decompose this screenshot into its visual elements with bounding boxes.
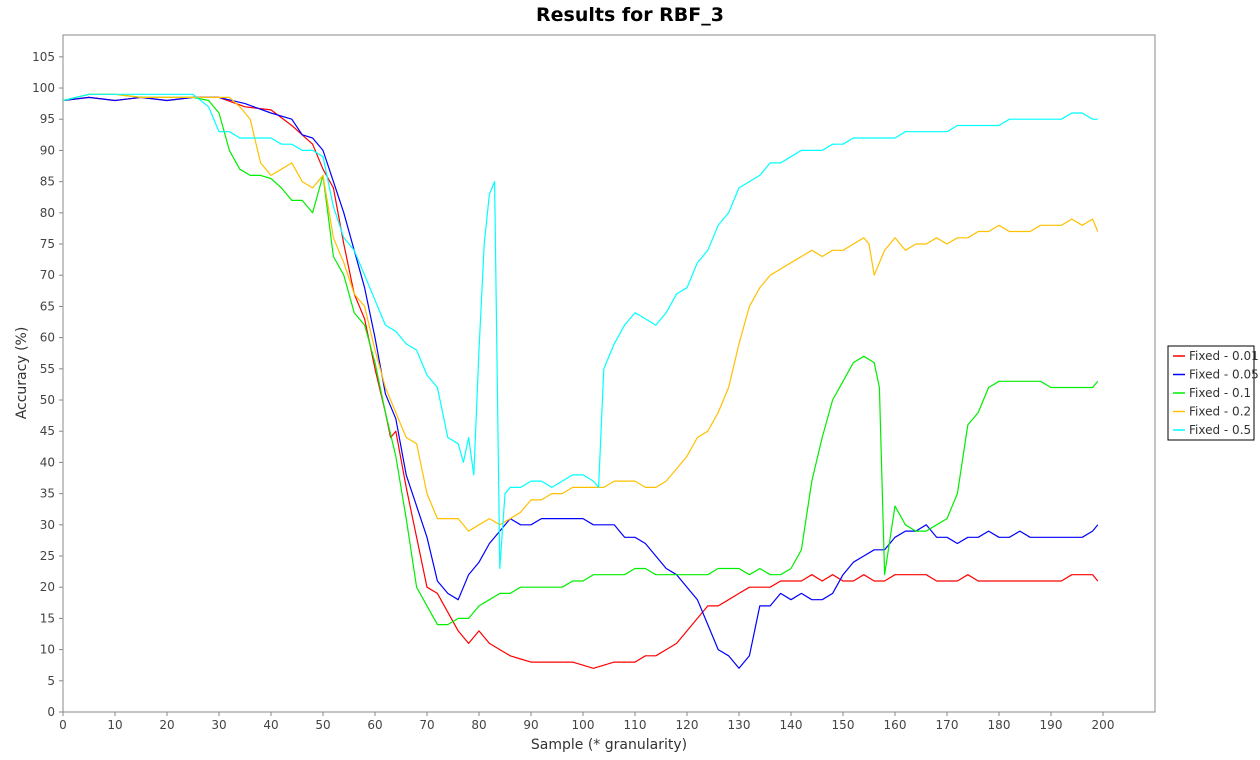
x-tick-label: 70 xyxy=(419,718,434,732)
series-line-0 xyxy=(62,96,1099,669)
x-tick-label: 130 xyxy=(728,718,751,732)
x-tick-label: 160 xyxy=(884,718,907,732)
y-tick-label: 65 xyxy=(40,299,55,313)
y-tick-label: 20 xyxy=(40,580,55,594)
y-tick-label: 60 xyxy=(40,331,55,345)
x-tick-label: 20 xyxy=(159,718,174,732)
legend-item-label: Fixed - 0.05 xyxy=(1189,368,1259,382)
x-tick-label: 80 xyxy=(471,718,486,732)
legend-item-label: Fixed - 0.2 xyxy=(1189,405,1251,419)
y-tick-label: 100 xyxy=(32,81,55,95)
x-tick-label: 190 xyxy=(1040,718,1063,732)
y-tick-label: 55 xyxy=(40,362,55,376)
legend-item-label: Fixed - 0.1 xyxy=(1189,386,1251,400)
y-tick-label: 40 xyxy=(40,455,55,469)
x-tick-label: 150 xyxy=(832,718,855,732)
y-tick-label: 75 xyxy=(40,237,55,251)
x-tick-label: 10 xyxy=(107,718,122,732)
x-tick-label: 100 xyxy=(572,718,595,732)
x-tick-label: 50 xyxy=(315,718,330,732)
y-tick-label: 85 xyxy=(40,175,55,189)
y-tick-label: 35 xyxy=(40,487,55,501)
y-tick-label: 45 xyxy=(40,424,55,438)
plot-area xyxy=(62,34,1156,713)
y-tick-label: 105 xyxy=(32,50,55,64)
series-line-4 xyxy=(62,93,1098,570)
x-tick-label: 90 xyxy=(523,718,538,732)
x-tick-label: 200 xyxy=(1092,718,1115,732)
series-lines xyxy=(62,93,1099,669)
legend-item-label: Fixed - 0.01 xyxy=(1189,349,1259,363)
x-tick-label: 0 xyxy=(59,718,67,732)
y-tick-label: 10 xyxy=(40,643,55,657)
x-tick-label: 110 xyxy=(624,718,647,732)
x-axis-label: Sample (* granularity) xyxy=(531,737,687,753)
y-tick-label: 95 xyxy=(40,112,55,126)
series-line-3 xyxy=(62,93,1099,532)
legend-item-label: Fixed - 0.5 xyxy=(1189,423,1251,437)
legend: Fixed - 0.01 Fixed - 0.05 Fixed - 0.1 Fixed… xyxy=(1167,345,1259,441)
x-tick-label: 40 xyxy=(263,718,278,732)
y-tick-label: 70 xyxy=(40,268,55,282)
y-tick-label: 0 xyxy=(47,705,55,719)
x-tick-label: 60 xyxy=(367,718,382,732)
chart-title: Results for RBF_3 xyxy=(536,4,724,26)
y-tick-label: 5 xyxy=(47,674,55,688)
y-tick-label: 50 xyxy=(40,393,55,407)
series-line-2 xyxy=(62,93,1099,626)
y-tick-label: 80 xyxy=(40,206,55,220)
x-tick-label: 170 xyxy=(936,718,959,732)
y-tick-label: 15 xyxy=(40,611,55,625)
y-tick-label: 90 xyxy=(40,143,55,157)
y-axis-label: Accuracy (%) xyxy=(14,327,30,420)
y-axis: 0 5 10 15 20 25 30 35 40 45 50 55 60 65 70 75 80 85 90 95 10… xyxy=(32,35,64,719)
x-tick-label: 180 xyxy=(988,718,1011,732)
x-axis: 0 10 20 30 40 50 60 70 80 90 100 110 120 130 140 150 160… xyxy=(59,711,1155,732)
y-tick-label: 25 xyxy=(40,549,55,563)
x-tick-label: 140 xyxy=(780,718,803,732)
y-tick-label: 30 xyxy=(40,518,55,532)
x-tick-label: 120 xyxy=(676,718,699,732)
series-line-1 xyxy=(62,96,1099,669)
x-tick-label: 30 xyxy=(211,718,226,732)
